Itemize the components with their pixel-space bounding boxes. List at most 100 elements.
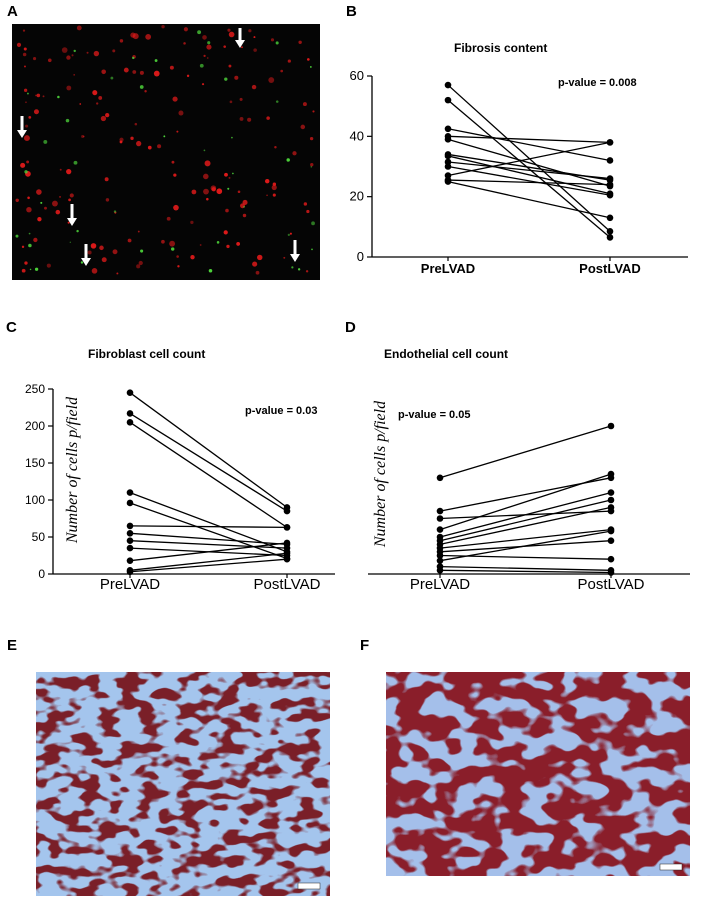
subject-pair (436, 504, 615, 548)
green-cell (311, 221, 315, 226)
red-cell (67, 221, 70, 224)
subject-pair (444, 133, 614, 146)
red-cell (123, 67, 129, 73)
y-tick-label: 0 (357, 249, 364, 264)
red-cell (132, 70, 137, 74)
pre-point (444, 96, 452, 104)
pre-point (444, 136, 452, 143)
chart-title: Fibroblast cell count (88, 347, 205, 361)
pair-line (439, 565, 612, 571)
red-cell (76, 25, 82, 31)
post-point (607, 504, 615, 511)
red-cell (24, 135, 30, 142)
red-cell (36, 93, 41, 98)
post-point (607, 496, 615, 504)
subject-pair (444, 125, 614, 164)
green-cell (197, 30, 202, 35)
post-point (607, 537, 615, 544)
red-cell (66, 85, 72, 91)
red-cell (98, 96, 103, 100)
red-cell (15, 198, 19, 202)
red-cell (204, 160, 211, 167)
panel-label-e: E (7, 637, 17, 654)
green-cell (139, 85, 144, 89)
pair-line (129, 558, 288, 573)
red-cell (22, 52, 27, 57)
red-cell (224, 172, 228, 177)
green-cell (43, 139, 48, 144)
subject-pair (126, 555, 291, 576)
pre-point (444, 172, 452, 179)
green-cell (170, 247, 175, 251)
green-cell (216, 241, 220, 244)
red-cell (237, 190, 241, 194)
red-cell (79, 103, 82, 105)
subject-pair (126, 537, 291, 552)
red-cell (24, 65, 26, 68)
red-cell (112, 249, 118, 255)
red-cell (147, 145, 152, 150)
red-cell (300, 124, 306, 130)
endothelial-cell-count-chart: Endothelial cell count p-value = 0.05 Numb… (368, 347, 690, 593)
pre-point (126, 499, 134, 507)
red-cell (66, 169, 72, 175)
fibroblast-cell-count-chart: Fibroblast cell count p-value = 0.03 Numbe… (25, 347, 335, 593)
chart-title: Endothelial cell count (384, 347, 508, 361)
green-cell (24, 170, 28, 174)
green-cell (29, 268, 32, 271)
marker-arrows (17, 28, 300, 266)
red-cell (228, 64, 232, 68)
red-cell (119, 39, 124, 43)
red-cell (21, 245, 25, 249)
green-cell (34, 267, 39, 271)
red-cell (73, 74, 75, 76)
red-cell (239, 97, 243, 101)
red-cell (93, 50, 100, 57)
green-cell (287, 233, 290, 237)
green-cell (73, 49, 76, 53)
pair-line (129, 552, 288, 571)
pre-point (126, 419, 134, 426)
red-cell (309, 136, 314, 141)
fibrosis-content-chart: Fibrosis content p-value = 0.008 0 20 40 60 Pr… (350, 41, 688, 276)
subject-pair (436, 470, 615, 533)
subject-pair (436, 527, 615, 564)
red-cell (270, 38, 275, 42)
x-category-label: PostLVAD (254, 576, 321, 593)
pre-point (436, 526, 444, 533)
red-cell (130, 32, 136, 38)
green-cell (73, 160, 78, 165)
red-cell (255, 270, 260, 275)
red-cell (20, 162, 26, 168)
red-cell (82, 135, 85, 138)
arrow-marker (290, 240, 300, 262)
x-category-label: PreLVAD (100, 576, 160, 593)
subject-pair (436, 496, 615, 544)
histology-image-post (386, 672, 690, 876)
pair-line (129, 540, 288, 549)
pair-line (129, 525, 288, 529)
red-cell (303, 202, 308, 206)
red-cell (23, 88, 28, 92)
pre-point (126, 522, 134, 530)
red-cell (44, 206, 47, 210)
y-axis-label: Number of cells p/field (64, 396, 81, 544)
red-cell (206, 57, 209, 59)
panel-label-a: A (7, 3, 18, 20)
p-value-annotation: p-value = 0.03 (245, 405, 317, 417)
scale-bar (659, 863, 683, 871)
arrow-marker (235, 28, 245, 48)
red-cell (86, 51, 89, 54)
fluorescence-micrograph (12, 24, 320, 280)
y-tick-label: 60 (350, 68, 364, 83)
pair-line (447, 99, 611, 238)
red-cell (173, 173, 177, 177)
arrow-marker (67, 204, 77, 226)
post-point (283, 524, 291, 531)
y-tick-label: 200 (25, 419, 45, 433)
post-point (606, 157, 614, 164)
red-cell (87, 250, 92, 255)
red-cell (242, 213, 247, 218)
green-cell (203, 149, 206, 152)
red-cell (266, 194, 268, 197)
